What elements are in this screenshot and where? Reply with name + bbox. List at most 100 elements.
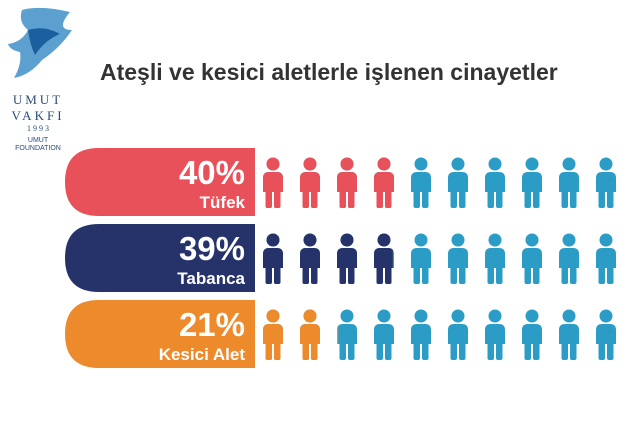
person-body bbox=[522, 324, 542, 344]
person-body bbox=[300, 248, 320, 268]
person-leg bbox=[311, 340, 318, 360]
person-leg bbox=[524, 340, 531, 360]
person-leg bbox=[265, 264, 272, 284]
person-head bbox=[562, 309, 576, 323]
person-leg bbox=[487, 340, 494, 360]
person-leg bbox=[339, 188, 346, 208]
person-head bbox=[488, 233, 502, 247]
category-label: Tabanca bbox=[177, 269, 245, 288]
person-leg bbox=[598, 188, 605, 208]
person-body bbox=[559, 248, 579, 268]
person-head bbox=[266, 233, 280, 247]
person-head bbox=[599, 233, 613, 247]
person-body bbox=[337, 248, 357, 268]
person-head bbox=[488, 157, 502, 171]
value-label: 39% bbox=[179, 230, 245, 267]
person-leg bbox=[348, 264, 355, 284]
person-leg bbox=[274, 264, 281, 284]
person-body bbox=[559, 172, 579, 192]
person-leg bbox=[265, 340, 272, 360]
person-head bbox=[303, 233, 317, 247]
person-leg bbox=[376, 340, 383, 360]
person-leg bbox=[348, 188, 355, 208]
person-head bbox=[488, 309, 502, 323]
person-body bbox=[448, 248, 468, 268]
category-label: Kesici Alet bbox=[159, 345, 246, 364]
person-leg bbox=[496, 340, 503, 360]
person-leg bbox=[339, 264, 346, 284]
person-head bbox=[451, 309, 465, 323]
person-head bbox=[414, 157, 428, 171]
person-body bbox=[522, 248, 542, 268]
person-leg bbox=[561, 188, 568, 208]
person-leg bbox=[459, 264, 466, 284]
person-leg bbox=[413, 188, 420, 208]
person-body bbox=[337, 172, 357, 192]
person-body bbox=[300, 172, 320, 192]
label-pill bbox=[65, 148, 255, 216]
person-head bbox=[562, 233, 576, 247]
value-label: 40% bbox=[179, 154, 245, 191]
person-leg bbox=[413, 340, 420, 360]
person-head bbox=[599, 309, 613, 323]
logo-wing bbox=[28, 28, 60, 55]
person-leg bbox=[570, 188, 577, 208]
person-leg bbox=[274, 340, 281, 360]
person-leg bbox=[385, 264, 392, 284]
label-pill bbox=[65, 224, 255, 292]
person-head bbox=[599, 157, 613, 171]
person-body bbox=[411, 172, 431, 192]
person-leg bbox=[385, 188, 392, 208]
person-leg bbox=[311, 264, 318, 284]
person-head bbox=[266, 309, 280, 323]
person-leg bbox=[422, 340, 429, 360]
person-leg bbox=[524, 188, 531, 208]
person-leg bbox=[302, 188, 309, 208]
person-head bbox=[340, 157, 354, 171]
icon-fill bbox=[263, 309, 339, 360]
icon-fill bbox=[263, 157, 394, 208]
person-leg bbox=[376, 264, 383, 284]
person-leg bbox=[607, 340, 614, 360]
logo-text: UMUT bbox=[13, 92, 63, 107]
person-body bbox=[337, 324, 357, 344]
person-leg bbox=[450, 264, 457, 284]
person-leg bbox=[533, 188, 540, 208]
person-head bbox=[451, 233, 465, 247]
person-head bbox=[525, 233, 539, 247]
person-head bbox=[340, 309, 354, 323]
person-leg bbox=[487, 188, 494, 208]
logo-sub: FOUNDATION bbox=[15, 145, 61, 152]
person-leg bbox=[385, 340, 392, 360]
person-head bbox=[414, 233, 428, 247]
person-body bbox=[337, 325, 339, 344]
person-body bbox=[300, 324, 320, 344]
person-body bbox=[263, 324, 283, 344]
person-head bbox=[266, 157, 280, 171]
person-body bbox=[485, 248, 505, 268]
person-body bbox=[596, 248, 616, 268]
person-leg bbox=[570, 340, 577, 360]
person-head bbox=[562, 157, 576, 171]
value-label: 21% bbox=[179, 306, 245, 343]
person-head bbox=[303, 309, 317, 323]
person-leg bbox=[339, 340, 346, 360]
logo: UMUT VAKFI 1 9 9 3 UMUT FOUNDATION bbox=[8, 7, 72, 152]
person-body bbox=[448, 324, 468, 344]
person-leg bbox=[376, 188, 383, 208]
person-body bbox=[559, 324, 579, 344]
person-body bbox=[596, 172, 616, 192]
person-head bbox=[377, 309, 391, 323]
logo-sub: UMUT bbox=[28, 137, 49, 144]
person-leg bbox=[302, 264, 309, 284]
person-leg bbox=[524, 264, 531, 284]
person-leg bbox=[533, 264, 540, 284]
person-head bbox=[414, 309, 428, 323]
person-body bbox=[263, 172, 283, 192]
person-leg bbox=[598, 264, 605, 284]
person-body bbox=[485, 172, 505, 192]
person-leg bbox=[496, 188, 503, 208]
person-leg bbox=[459, 340, 466, 360]
person-leg bbox=[348, 340, 355, 360]
label-pill bbox=[65, 300, 255, 368]
